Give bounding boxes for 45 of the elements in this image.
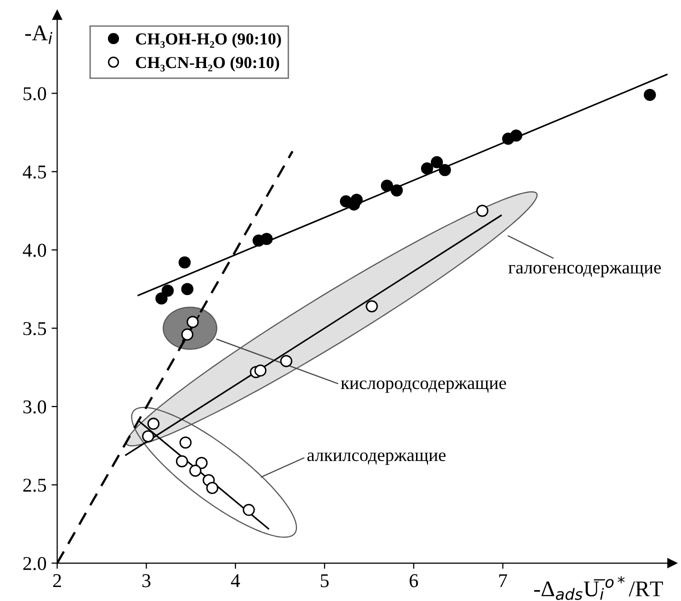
point (181, 283, 194, 296)
point (644, 88, 656, 101)
annotation: кислородсодержащие (340, 380, 506, 393)
point (380, 180, 394, 192)
point (181, 328, 194, 341)
point (438, 164, 451, 176)
point (254, 364, 266, 377)
y-tick-label: 2.0 (23, 556, 46, 570)
point (280, 355, 292, 368)
y-tick-label: 2.5 (23, 478, 46, 492)
y-tick-label: 3.0 (23, 400, 46, 414)
x-tick-label: 7 (499, 574, 508, 588)
point (206, 482, 218, 494)
y-tick-label: 4.0 (22, 244, 46, 257)
point (162, 284, 174, 297)
point (189, 464, 202, 477)
point (186, 316, 199, 328)
x-tick-label: 5 (320, 574, 329, 588)
point (510, 130, 522, 142)
point (260, 232, 273, 246)
point (155, 292, 168, 305)
x-tick-label: 4 (230, 574, 240, 588)
x-tick-label: 3 (142, 574, 150, 588)
point (366, 300, 378, 312)
point (476, 204, 488, 217)
point (142, 430, 154, 442)
x-axis-title: -Δ$_{ads}$U̅$_{i}$$^{o*}$/RT (534, 576, 663, 600)
y-tick-label: 5.0 (24, 87, 46, 100)
legend-label: CH₃OH-H₂O (90:10) (136, 32, 281, 48)
point (176, 455, 188, 468)
legend-label: CH₃CN-H₂O (90:10) (136, 56, 280, 72)
point (430, 156, 443, 168)
x-tick-label: 2 (53, 574, 61, 588)
point (147, 418, 160, 430)
point (242, 504, 255, 516)
point (420, 162, 434, 175)
y-tick-label: 4.5 (22, 166, 46, 179)
y-tick-label: 3.5 (23, 322, 46, 336)
annotation: галогенсодержащие (508, 264, 661, 278)
annotation: алкилсодержащие (307, 452, 446, 465)
point (178, 256, 191, 269)
x-tick-label: 6 (410, 574, 418, 588)
point (390, 184, 403, 196)
point (350, 194, 363, 206)
y-axis-title: -A$_{i}$ (25, 26, 52, 44)
